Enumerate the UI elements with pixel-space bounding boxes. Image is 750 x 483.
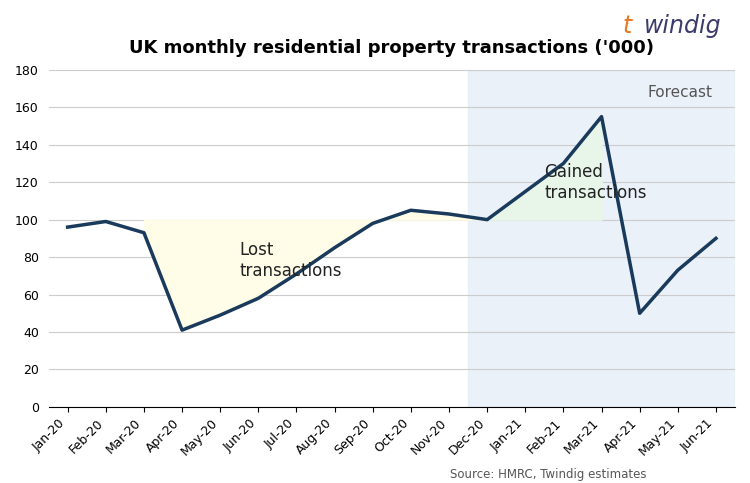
Text: ·: · [626, 19, 629, 29]
Bar [468, 70, 735, 407]
Title: UK monthly residential property transactions ('000): UK monthly residential property transact… [129, 39, 654, 57]
Text: Forecast: Forecast [647, 85, 712, 100]
Text: Lost
transactions: Lost transactions [239, 242, 342, 280]
Text: ·: · [692, 19, 695, 29]
Text: windig: windig [644, 14, 722, 39]
Text: Gained
transactions: Gained transactions [544, 163, 646, 201]
Text: t: t [622, 14, 632, 39]
Text: Source: HMRC, Twindig estimates: Source: HMRC, Twindig estimates [450, 468, 646, 481]
